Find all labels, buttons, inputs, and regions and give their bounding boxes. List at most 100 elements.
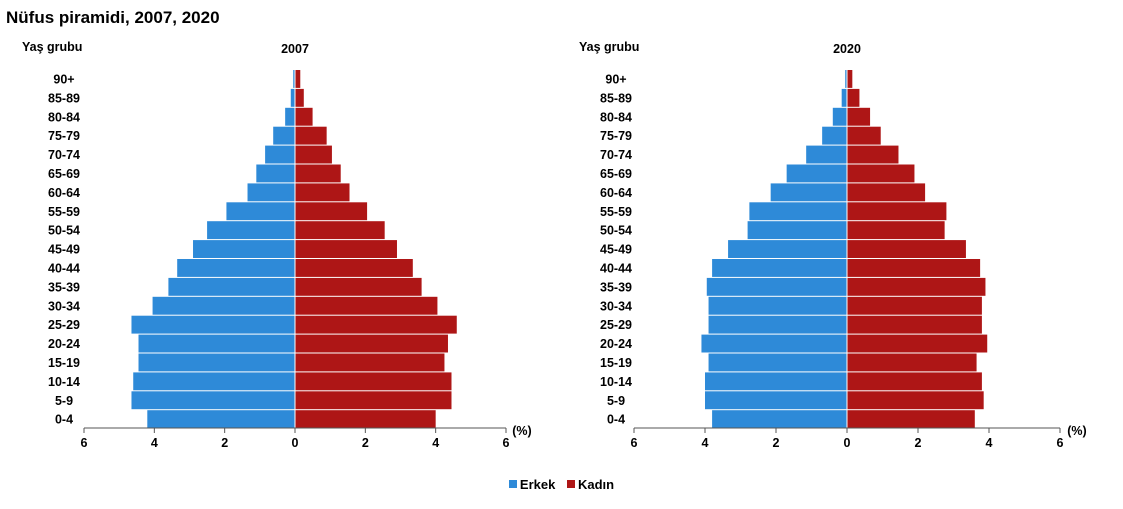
p2007-bar-female-70-74 <box>295 145 332 164</box>
p2020-bar-male-10-14 <box>705 372 847 391</box>
p2020-bar-female-70-74 <box>847 145 899 164</box>
p2020-bar-female-0-4 <box>847 410 975 429</box>
p2020-age-label-45-49: 45-49 <box>600 243 632 257</box>
p2007-bar-female-85-89 <box>295 88 304 107</box>
p2020-age-label-60-64: 60-64 <box>600 186 632 200</box>
p2007-bar-female-45-49 <box>295 240 397 258</box>
p2020-x-tick-label-6: 6 <box>1057 436 1064 450</box>
p2020-bar-male-45-49 <box>728 240 847 258</box>
p2020-bar-female-25-29 <box>847 315 982 334</box>
p2007-bar-male-40-44 <box>177 259 295 277</box>
p2020-bar-female-90+ <box>847 70 853 88</box>
p2020-x-tick-label-0: 6 <box>631 436 638 450</box>
p2007-age-label-35-39: 35-39 <box>48 280 80 294</box>
population-pyramids-chart: Yaş grubu 2007 90+ 85-89 80-84 75-79 70-74 65-6… <box>22 40 1087 450</box>
p2007-bar-male-85-89 <box>290 88 295 107</box>
p2007-x-tick-label-1: 4 <box>151 436 158 450</box>
p2007-x-tick-label-4: 2 <box>362 436 369 450</box>
p2020-bar-male-35-39 <box>706 277 847 296</box>
p2007-bar-female-55-59 <box>295 202 368 221</box>
p2007-age-label-65-69: 65-69 <box>48 167 80 181</box>
p2007-bar-male-80-84 <box>285 107 295 126</box>
p2007-bar-male-20-24 <box>138 334 295 353</box>
p2007-bar-female-80-84 <box>295 107 313 126</box>
p2020-bar-male-0-4 <box>712 410 847 429</box>
p2007-bar-female-65-69 <box>295 164 341 183</box>
p2007-age-label-20-24: 20-24 <box>48 337 80 351</box>
p2007-age-label-15-19: 15-19 <box>48 356 80 370</box>
p2020-bar-female-40-44 <box>847 259 981 277</box>
p2020-bar-female-80-84 <box>847 107 871 126</box>
p2020-age-label-5-9: 5-9 <box>607 394 625 408</box>
p2020-x-unit-label: (%) <box>1067 424 1086 438</box>
legend-label-male: Erkek <box>519 477 556 492</box>
p2007-x-tick-label-5: 4 <box>432 436 439 450</box>
p2020-age-label-35-39: 35-39 <box>600 280 632 294</box>
p2020-age-label-0-4: 0-4 <box>607 413 625 427</box>
p2020-bar-male-15-19 <box>708 353 847 372</box>
p2007-bar-female-25-29 <box>295 315 457 334</box>
p2007-bar-female-75-79 <box>295 126 327 145</box>
p2020-bar-female-45-49 <box>847 240 966 258</box>
p2007-x-unit-label: (%) <box>512 424 531 438</box>
p2007-x-tick-label-3: 0 <box>292 436 299 450</box>
p2007-bar-female-15-19 <box>295 353 445 372</box>
p2007-panel-title: 2007 <box>281 42 309 56</box>
p2007-age-label-40-44: 40-44 <box>48 261 80 275</box>
p2020-bar-male-80-84 <box>832 107 847 126</box>
p2020-bar-male-5-9 <box>705 391 847 410</box>
p2020-x-tick-label-2: 2 <box>773 436 780 450</box>
p2007-age-label-85-89: 85-89 <box>48 91 80 105</box>
p2020-x-tick-label-3: 0 <box>844 436 851 450</box>
p2020-age-label-55-59: 55-59 <box>600 205 632 219</box>
legend-label-female: Kadın <box>577 477 615 492</box>
legend: Erkek Kadın <box>0 477 1123 492</box>
p2007-bar-female-50-54 <box>295 221 385 240</box>
p2007-bar-female-30-34 <box>295 296 438 315</box>
p2007-age-label-80-84: 80-84 <box>48 110 80 124</box>
p2007-age-label-60-64: 60-64 <box>48 186 80 200</box>
p2020-bar-male-60-64 <box>770 183 847 202</box>
p2020-bar-female-85-89 <box>847 88 860 107</box>
p2007-bar-female-35-39 <box>295 277 422 296</box>
p2007-bar-male-45-49 <box>193 240 295 258</box>
p2020-age-label-85-89: 85-89 <box>600 91 632 105</box>
p2007-bar-male-5-9 <box>131 391 295 410</box>
p2007-bar-female-10-14 <box>295 372 452 391</box>
p2007-bar-female-90+ <box>295 70 301 88</box>
p2007-age-label-50-54: 50-54 <box>48 224 80 238</box>
p2007-bar-male-65-69 <box>256 164 295 183</box>
p2007-bar-female-0-4 <box>295 410 436 429</box>
p2020-age-label-65-69: 65-69 <box>600 167 632 181</box>
p2007-bar-male-10-14 <box>133 372 295 391</box>
p2020-bar-female-55-59 <box>847 202 947 221</box>
p2007-x-tick-label-0: 6 <box>81 436 88 450</box>
p2007-age-label-25-29: 25-29 <box>48 318 80 332</box>
legend-item-male: Erkek <box>508 477 556 492</box>
p2007-age-label-45-49: 45-49 <box>48 243 80 257</box>
p2020-y-axis-label: Yaş grubu <box>579 40 639 54</box>
p2007-bar-female-20-24 <box>295 334 448 353</box>
p2007-x-tick-label-2: 2 <box>221 436 228 450</box>
p2007-bar-male-35-39 <box>168 277 295 296</box>
p2007-bar-female-5-9 <box>295 391 452 410</box>
legend-swatch-male <box>508 480 517 488</box>
p2020-age-label-10-14: 10-14 <box>600 375 632 389</box>
p2020-bar-female-15-19 <box>847 353 977 372</box>
p2007-age-label-55-59: 55-59 <box>48 205 80 219</box>
p2020-bar-male-30-34 <box>708 296 847 315</box>
p2020-bar-female-60-64 <box>847 183 926 202</box>
p2007-bar-male-60-64 <box>247 183 295 202</box>
p2020-bar-male-40-44 <box>712 259 847 277</box>
p2020-bar-female-10-14 <box>847 372 982 391</box>
p2020-x-tick-label-1: 4 <box>702 436 709 450</box>
p2020-age-label-90+: 90+ <box>605 72 626 86</box>
p2007-y-axis-label: Yaş grubu <box>22 40 82 54</box>
p2007-x-tick-label-6: 6 <box>503 436 510 450</box>
legend-item-female: Kadın <box>566 477 615 492</box>
p2007-bar-male-0-4 <box>147 410 295 429</box>
p2020-bar-male-70-74 <box>806 145 847 164</box>
p2020-bar-male-20-24 <box>701 334 847 353</box>
p2007-bar-female-40-44 <box>295 259 413 277</box>
p2020-bar-female-65-69 <box>847 164 915 183</box>
